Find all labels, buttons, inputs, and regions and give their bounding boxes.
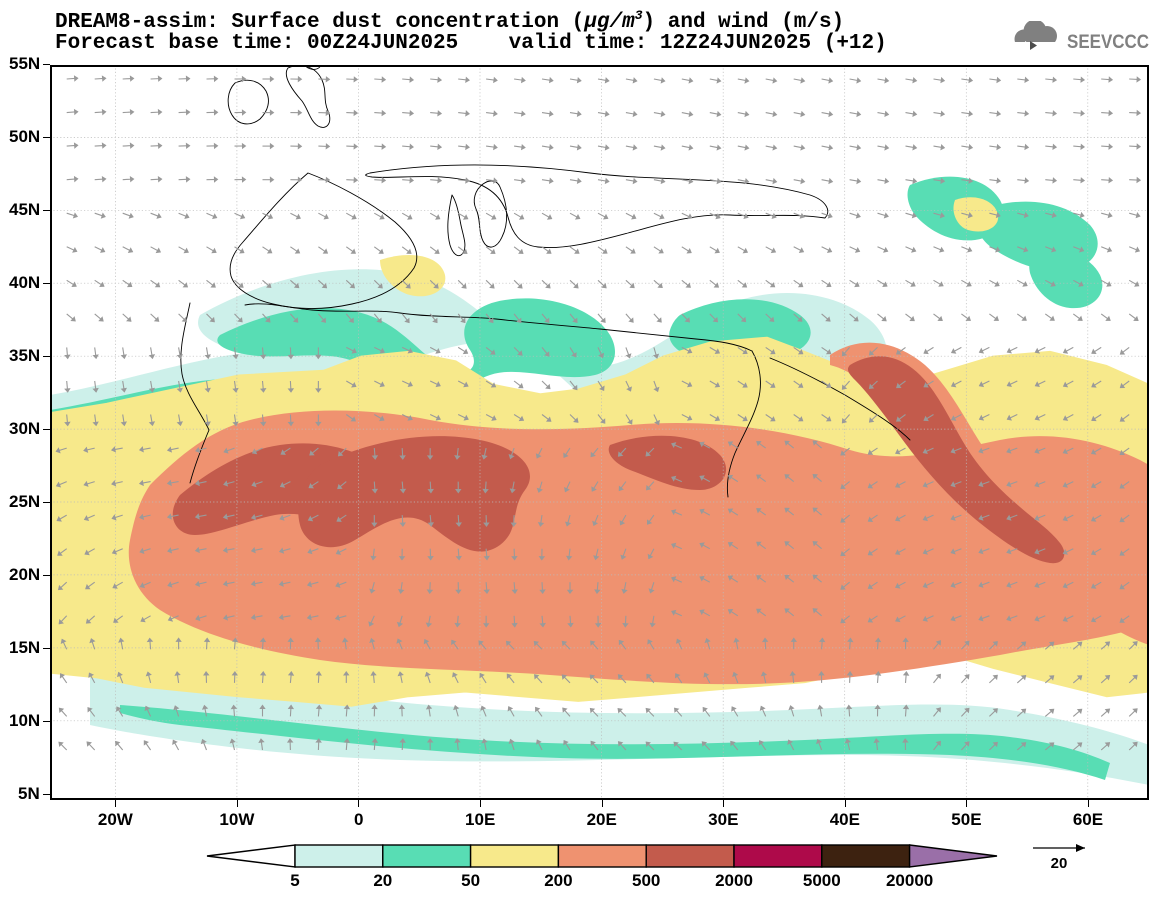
svg-text:2000: 2000 — [715, 871, 753, 890]
svg-text:200: 200 — [544, 871, 572, 890]
svg-text:SEEVCCC: SEEVCCC — [1067, 32, 1149, 53]
svg-text:5: 5 — [290, 871, 299, 890]
svg-text:20: 20 — [373, 871, 392, 890]
svg-text:20000: 20000 — [886, 871, 933, 890]
svg-text:5000: 5000 — [803, 871, 841, 890]
svg-text:50: 50 — [461, 871, 480, 890]
svg-text:20: 20 — [1051, 855, 1068, 872]
svg-text:500: 500 — [632, 871, 660, 890]
